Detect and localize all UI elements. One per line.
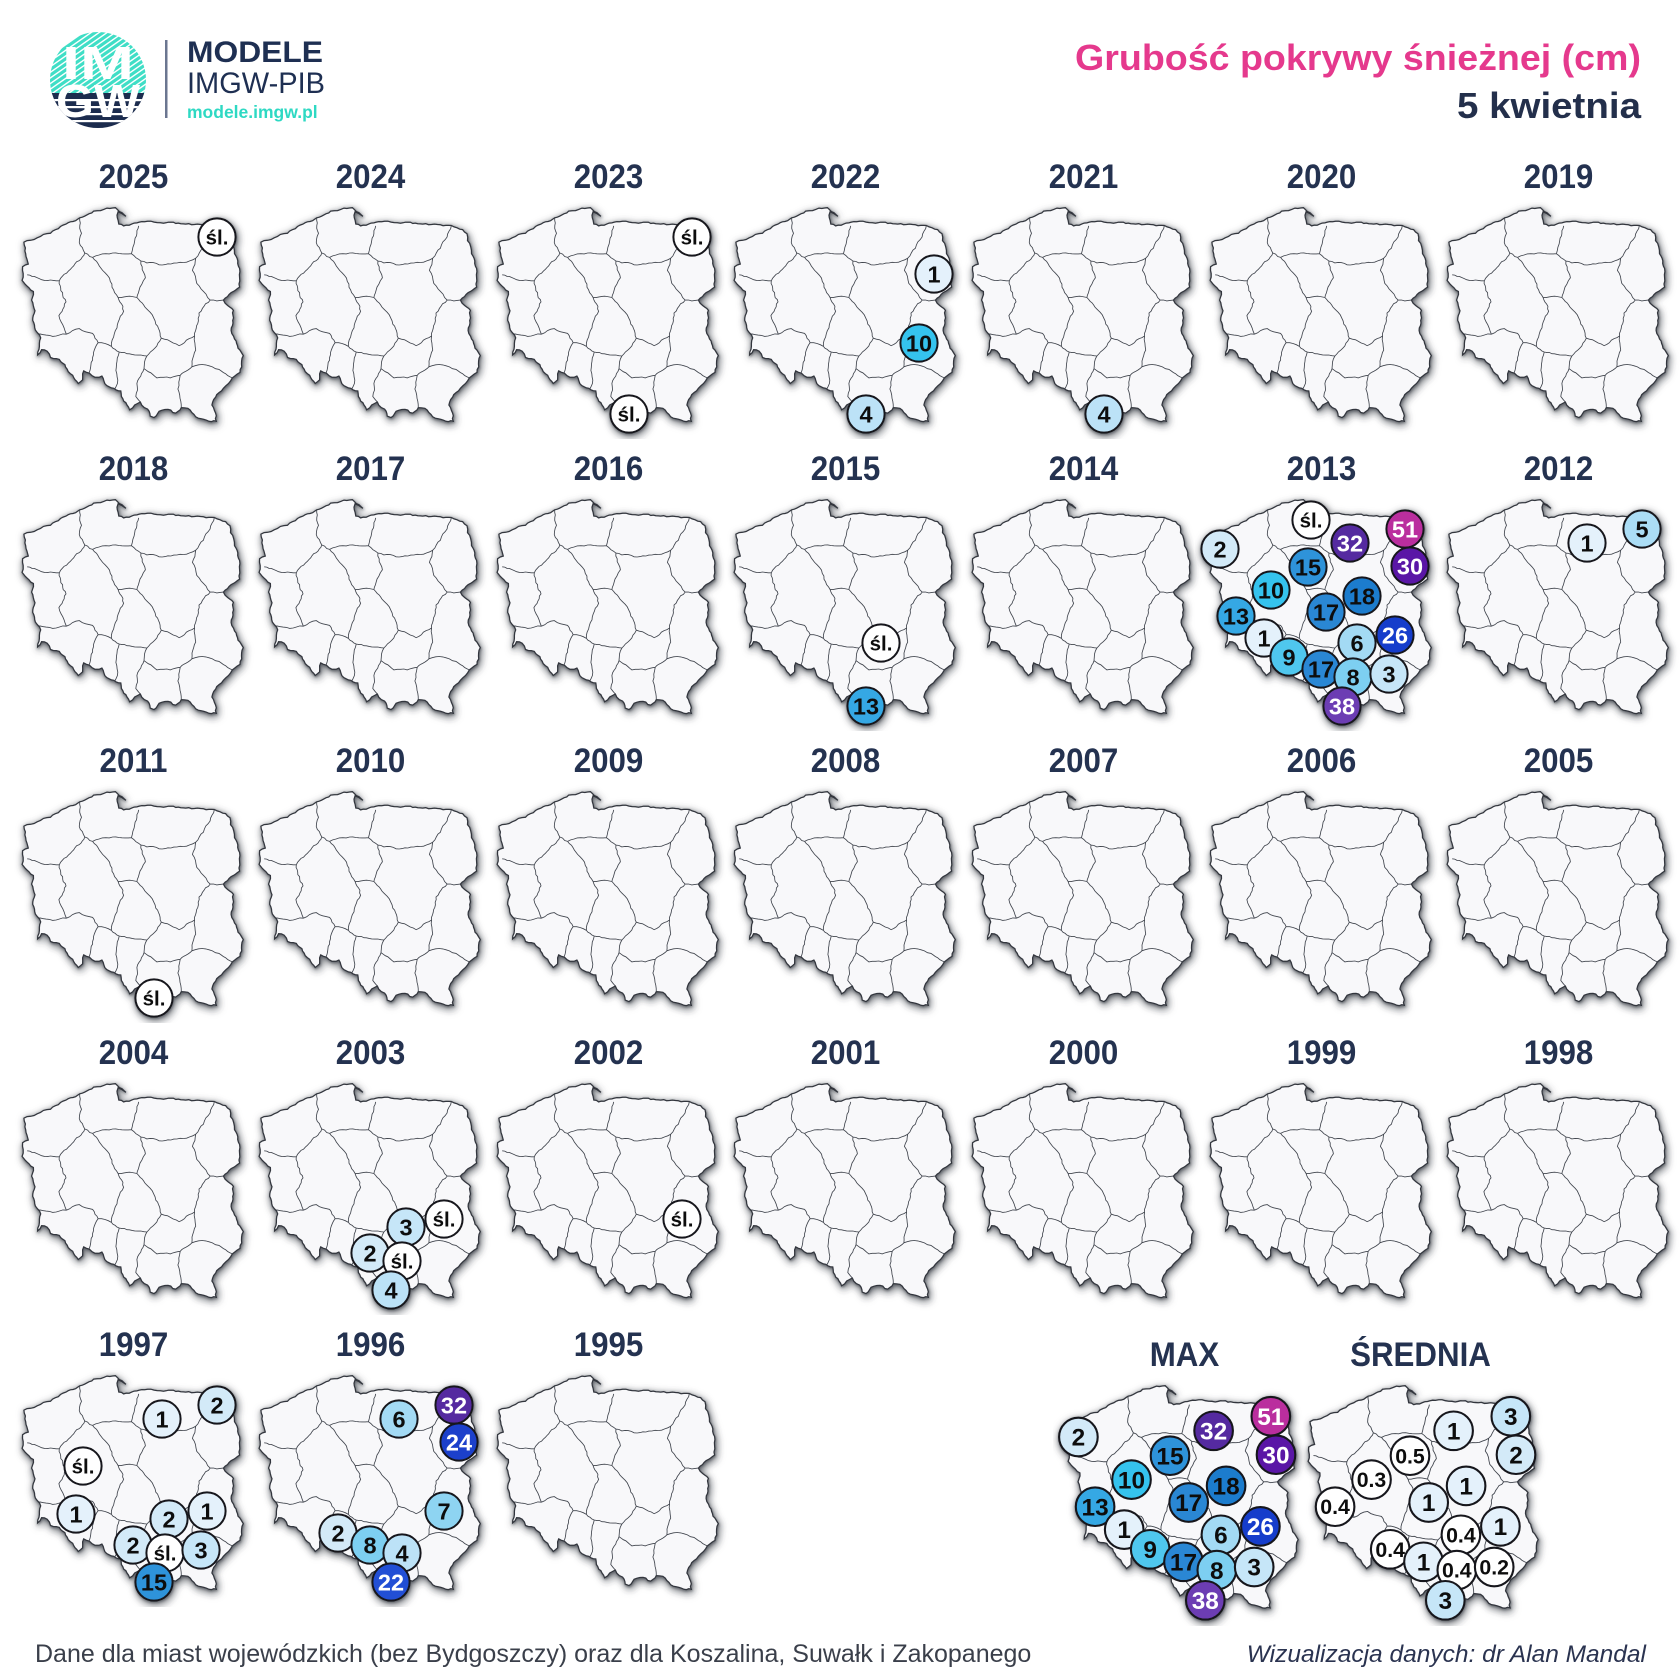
svg-text:GW: GW	[56, 75, 141, 127]
svg-text:18: 18	[1213, 1474, 1240, 1501]
svg-text:Grubość pokrywy śnieżnej (cm): Grubość pokrywy śnieżnej (cm)	[1075, 37, 1641, 78]
svg-text:38: 38	[1192, 1588, 1219, 1615]
svg-text:32: 32	[1200, 1418, 1227, 1445]
svg-text:3: 3	[1247, 1555, 1261, 1582]
svg-text:10: 10	[1257, 577, 1283, 603]
svg-text:1: 1	[155, 1406, 168, 1432]
svg-text:1: 1	[1257, 625, 1270, 651]
svg-text:1: 1	[1422, 1490, 1436, 1517]
svg-text:śl.: śl.	[870, 632, 893, 655]
svg-text:0.4: 0.4	[1442, 1559, 1472, 1583]
svg-text:1: 1	[928, 261, 941, 287]
svg-text:4: 4	[396, 1540, 409, 1566]
svg-text:15: 15	[1294, 554, 1320, 580]
svg-text:1: 1	[1447, 1418, 1461, 1445]
svg-text:2: 2	[364, 1240, 377, 1266]
svg-text:1: 1	[1494, 1514, 1508, 1541]
svg-text:0.4: 0.4	[1320, 1495, 1350, 1519]
svg-text:51: 51	[1391, 516, 1417, 542]
svg-text:30: 30	[1262, 1442, 1289, 1469]
svg-text:1: 1	[1581, 530, 1594, 556]
svg-text:32: 32	[1336, 530, 1362, 556]
svg-text:15: 15	[140, 1569, 166, 1595]
svg-text:17: 17	[1307, 656, 1333, 682]
svg-text:10: 10	[1118, 1467, 1145, 1494]
svg-text:śl.: śl.	[205, 226, 228, 249]
svg-text:3: 3	[1504, 1404, 1518, 1431]
svg-text:5: 5	[1636, 516, 1649, 542]
svg-text:24: 24	[446, 1429, 472, 1455]
svg-text:17: 17	[1175, 1490, 1202, 1517]
svg-text:śl.: śl.	[433, 1208, 456, 1231]
svg-text:7: 7	[438, 1498, 451, 1524]
svg-text:0.5: 0.5	[1395, 1444, 1425, 1468]
svg-text:6: 6	[1350, 630, 1363, 656]
svg-text:3: 3	[400, 1214, 413, 1240]
svg-text:5 kwietnia: 5 kwietnia	[1457, 85, 1642, 126]
svg-text:IMGW-PIB: IMGW-PIB	[187, 67, 325, 100]
svg-text:32: 32	[441, 1392, 467, 1418]
svg-text:0.3: 0.3	[1357, 1468, 1387, 1492]
svg-text:17: 17	[1312, 599, 1338, 625]
svg-text:51: 51	[1257, 1404, 1284, 1431]
svg-text:38: 38	[1328, 693, 1354, 719]
svg-text:22: 22	[378, 1569, 404, 1595]
svg-text:śl.: śl.	[1299, 509, 1322, 532]
svg-text:1: 1	[1459, 1474, 1473, 1501]
svg-text:3: 3	[1439, 1588, 1453, 1615]
svg-text:26: 26	[1381, 622, 1407, 648]
svg-text:2: 2	[1509, 1442, 1523, 1469]
svg-text:2: 2	[126, 1532, 139, 1558]
svg-text:15: 15	[1156, 1443, 1183, 1470]
svg-text:9: 9	[1143, 1537, 1157, 1564]
svg-text:1: 1	[69, 1501, 82, 1527]
svg-text:1: 1	[1417, 1549, 1431, 1576]
svg-text:3: 3	[1382, 661, 1395, 687]
svg-text:śl.: śl.	[670, 1208, 693, 1231]
svg-text:2: 2	[210, 1392, 223, 1418]
svg-text:8: 8	[1210, 1558, 1224, 1585]
svg-text:śl.: śl.	[142, 987, 165, 1010]
svg-text:13: 13	[1222, 603, 1248, 629]
svg-text:1: 1	[200, 1498, 213, 1524]
svg-text:8: 8	[1346, 664, 1359, 690]
svg-text:śl.: śl.	[617, 403, 640, 426]
svg-text:śl.: śl.	[680, 226, 703, 249]
svg-text:0.4: 0.4	[1446, 1523, 1476, 1547]
svg-text:13: 13	[853, 693, 879, 719]
svg-text:30: 30	[1396, 553, 1422, 579]
svg-text:0.2: 0.2	[1479, 1556, 1509, 1580]
svg-text:6: 6	[1214, 1522, 1228, 1549]
svg-text:1: 1	[1117, 1517, 1131, 1544]
svg-text:modele.imgw.pl: modele.imgw.pl	[187, 102, 318, 122]
svg-text:17: 17	[1170, 1549, 1197, 1576]
svg-text:2: 2	[162, 1506, 175, 1532]
svg-text:IM: IM	[62, 37, 134, 89]
svg-text:26: 26	[1247, 1514, 1274, 1541]
svg-text:4: 4	[385, 1277, 398, 1303]
svg-text:10: 10	[906, 330, 932, 356]
svg-text:6: 6	[393, 1406, 406, 1432]
svg-text:śl.: śl.	[391, 1250, 414, 1273]
svg-text:śl.: śl.	[153, 1542, 176, 1565]
svg-text:2: 2	[332, 1520, 345, 1546]
svg-text:śl.: śl.	[71, 1455, 94, 1478]
svg-text:MODELE: MODELE	[187, 36, 323, 69]
svg-text:13: 13	[1082, 1494, 1109, 1521]
svg-text:9: 9	[1282, 644, 1295, 670]
svg-text:2: 2	[1213, 536, 1226, 562]
svg-text:2: 2	[1072, 1425, 1086, 1452]
svg-text:4: 4	[860, 401, 873, 427]
svg-text:0.4: 0.4	[1375, 1538, 1405, 1562]
svg-text:3: 3	[194, 1537, 207, 1563]
svg-text:8: 8	[364, 1532, 377, 1558]
svg-text:18: 18	[1348, 583, 1374, 609]
svg-text:4: 4	[1097, 401, 1110, 427]
